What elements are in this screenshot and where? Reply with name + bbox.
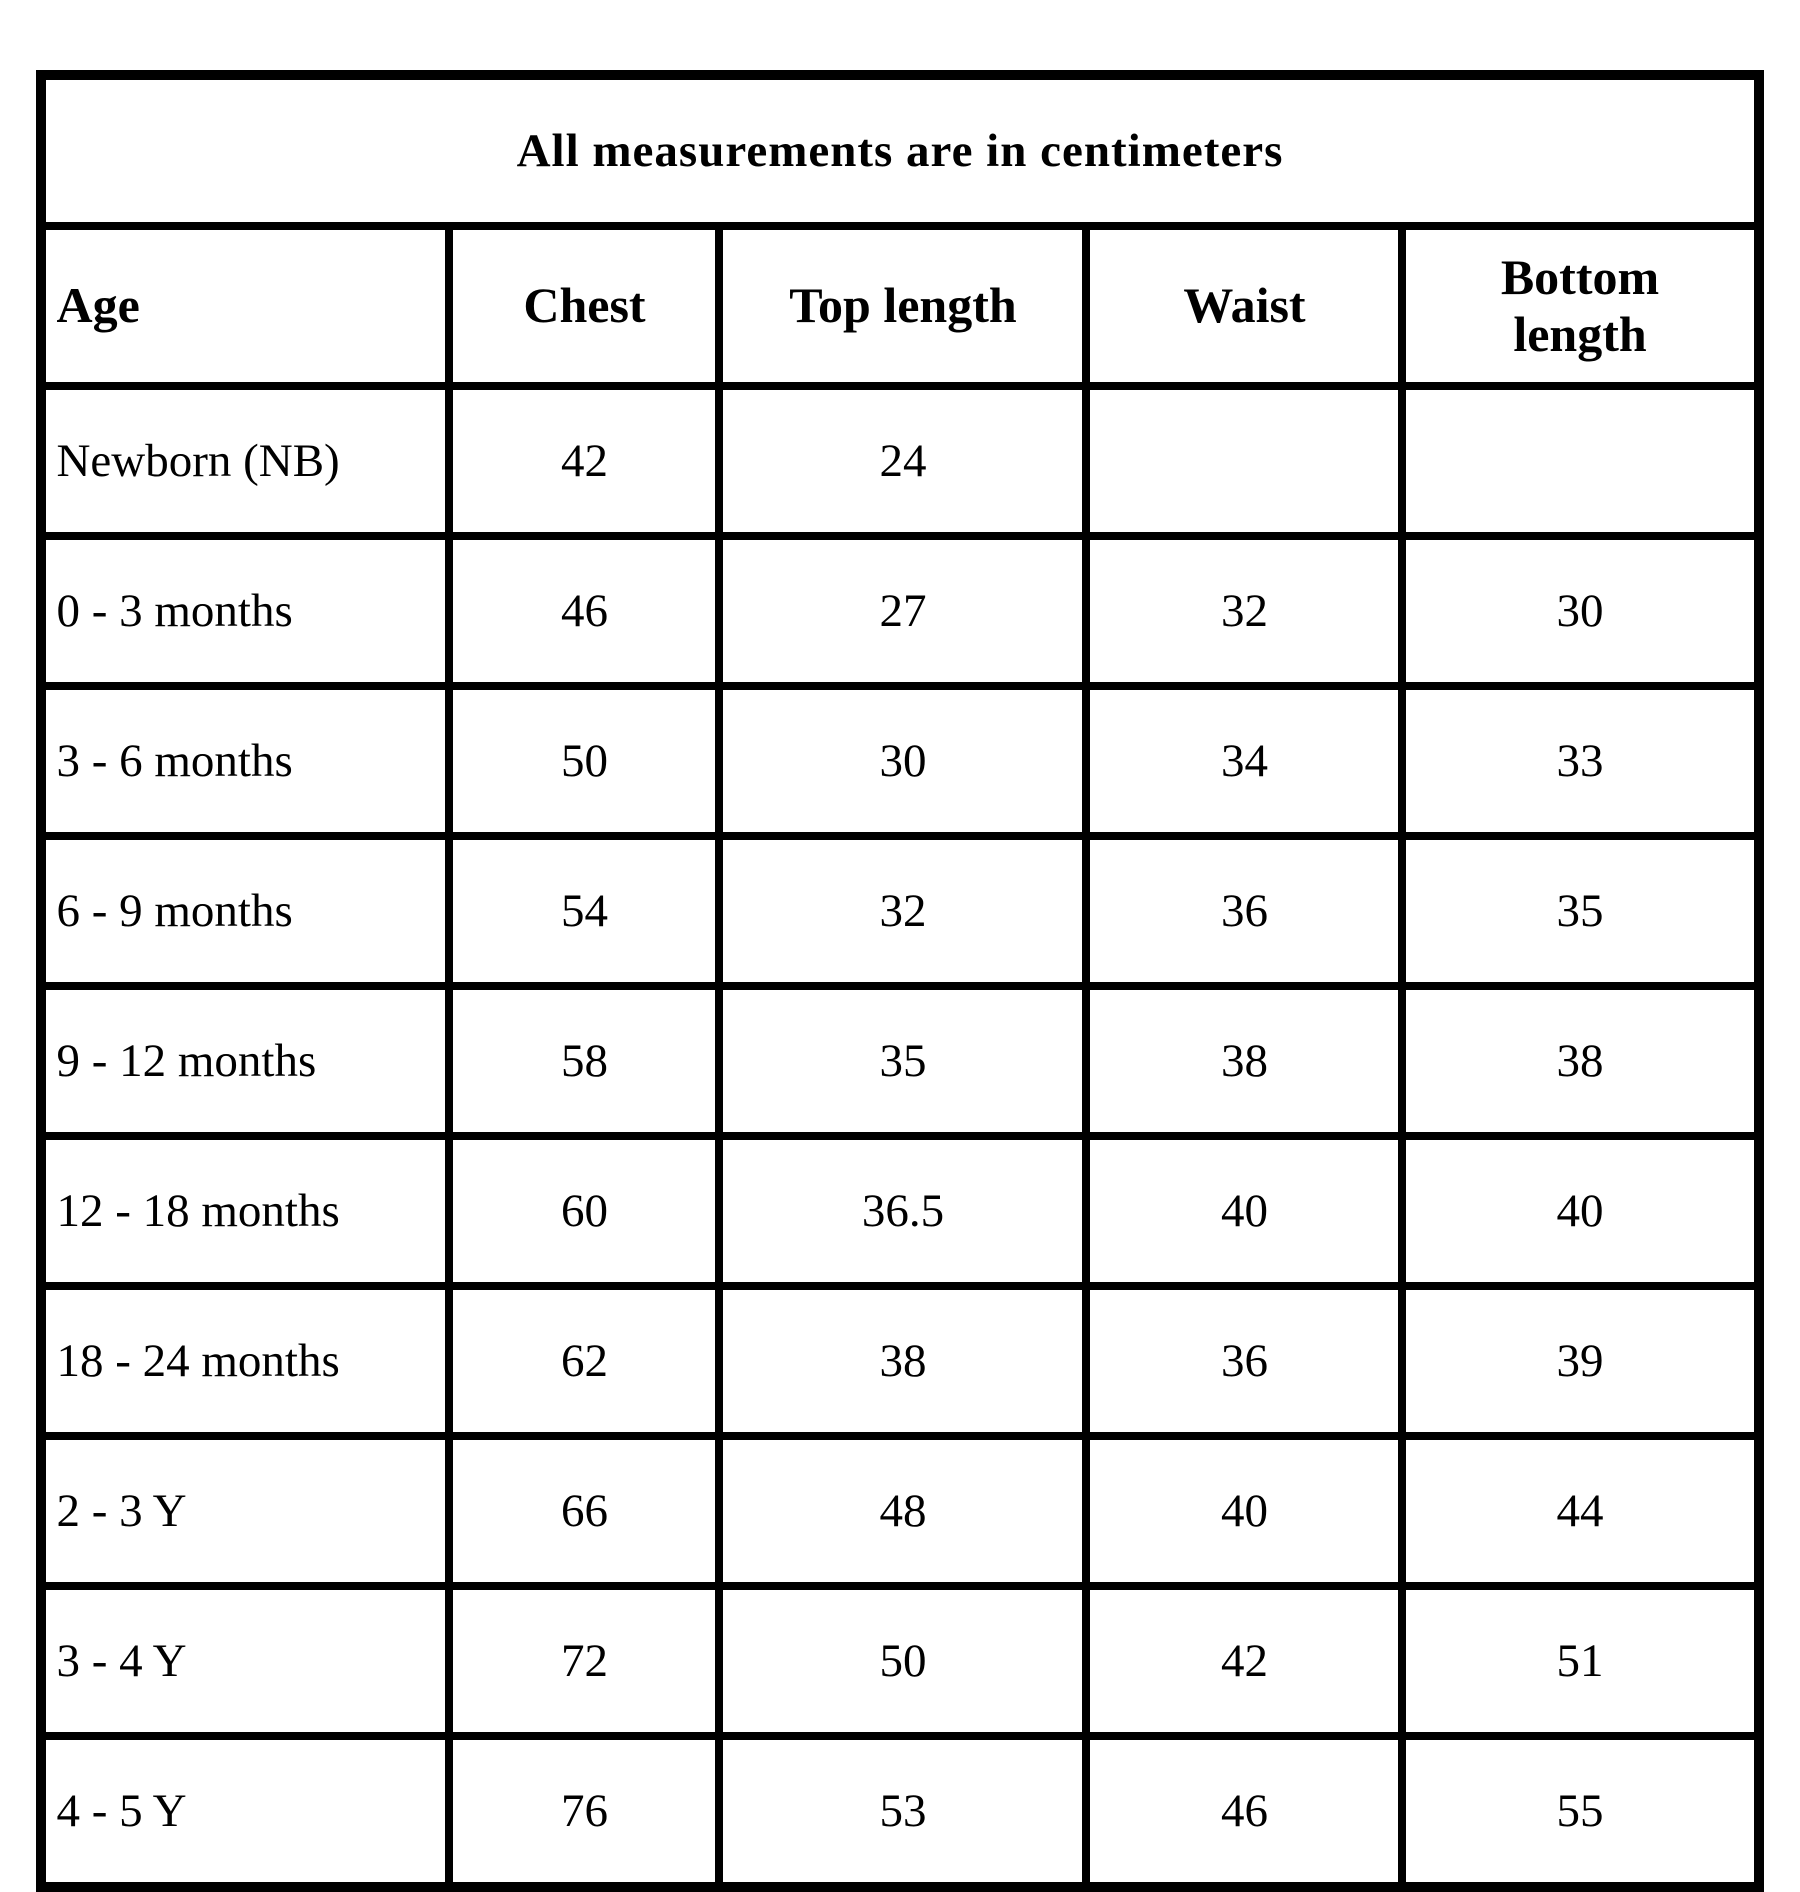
age-cell: 0 - 3 months bbox=[37, 532, 454, 690]
measurement-cell: 32 bbox=[1082, 532, 1407, 690]
measurement-cell bbox=[1082, 382, 1407, 540]
table-row: 3 - 4 Y 72 50 42 51 bbox=[37, 1582, 1763, 1740]
measurement-cell: 42 bbox=[445, 382, 724, 540]
measurement-cell: 55 bbox=[1398, 1732, 1763, 1891]
measurement-cell: 35 bbox=[715, 982, 1091, 1140]
measurement-cell: 33 bbox=[1398, 682, 1763, 840]
column-header-age: Age bbox=[37, 222, 454, 390]
measurement-cell: 34 bbox=[1082, 682, 1407, 840]
age-cell: 3 - 6 months bbox=[37, 682, 454, 840]
measurement-cell: 30 bbox=[715, 682, 1091, 840]
table-row: 18 - 24 months 62 38 36 39 bbox=[37, 1282, 1763, 1440]
measurement-cell: 76 bbox=[445, 1732, 724, 1891]
measurement-cell: 62 bbox=[445, 1282, 724, 1440]
age-cell: 2 - 3 Y bbox=[37, 1432, 454, 1590]
caption-row: All measurements are in centimeters bbox=[37, 71, 1763, 230]
measurement-cell: 50 bbox=[715, 1582, 1091, 1740]
table-row: 2 - 3 Y 66 48 40 44 bbox=[37, 1432, 1763, 1590]
measurement-cell: 36 bbox=[1082, 1282, 1407, 1440]
measurement-cell: 50 bbox=[445, 682, 724, 840]
column-header-top-length: Top length bbox=[715, 222, 1091, 390]
age-cell: 6 - 9 months bbox=[37, 832, 454, 990]
measurement-cell: 46 bbox=[445, 532, 724, 690]
age-cell: 3 - 4 Y bbox=[37, 1582, 454, 1740]
column-header-waist: Waist bbox=[1082, 222, 1407, 390]
age-cell: 18 - 24 months bbox=[37, 1282, 454, 1440]
age-cell: 12 - 18 months bbox=[37, 1132, 454, 1290]
table-row: Newborn (NB) 42 24 bbox=[37, 382, 1763, 540]
measurement-cell: 24 bbox=[715, 382, 1091, 540]
measurement-cell: 36 bbox=[1082, 832, 1407, 990]
measurement-cell: 51 bbox=[1398, 1582, 1763, 1740]
table-row: 12 - 18 months 60 36.5 40 40 bbox=[37, 1132, 1763, 1290]
age-cell: Newborn (NB) bbox=[37, 382, 454, 540]
measurement-cell: 53 bbox=[715, 1732, 1091, 1891]
measurement-cell: 30 bbox=[1398, 532, 1763, 690]
measurement-cell: 38 bbox=[1398, 982, 1763, 1140]
measurement-cell: 38 bbox=[715, 1282, 1091, 1440]
age-cell: 9 - 12 months bbox=[37, 982, 454, 1140]
measurement-cell: 54 bbox=[445, 832, 724, 990]
table-row: 9 - 12 months 58 35 38 38 bbox=[37, 982, 1763, 1140]
age-cell: 4 - 5 Y bbox=[37, 1732, 454, 1891]
column-header-bottom-length: Bottom length bbox=[1398, 222, 1763, 390]
measurement-cell: 40 bbox=[1082, 1432, 1407, 1590]
measurement-cell: 27 bbox=[715, 532, 1091, 690]
measurement-cell: 38 bbox=[1082, 982, 1407, 1140]
measurement-cell: 35 bbox=[1398, 832, 1763, 990]
table-row: 3 - 6 months 50 30 34 33 bbox=[37, 682, 1763, 840]
measurement-cell: 60 bbox=[445, 1132, 724, 1290]
size-chart-table: All measurements are in centimeters Age … bbox=[36, 70, 1764, 1892]
table-row: 0 - 3 months 46 27 32 30 bbox=[37, 532, 1763, 690]
measurement-cell: 40 bbox=[1398, 1132, 1763, 1290]
measurement-cell: 39 bbox=[1398, 1282, 1763, 1440]
table-row: 6 - 9 months 54 32 36 35 bbox=[37, 832, 1763, 990]
table-caption: All measurements are in centimeters bbox=[37, 71, 1763, 230]
header-row: Age Chest Top length Waist Bottom length bbox=[37, 222, 1763, 390]
table-row: 4 - 5 Y 76 53 46 55 bbox=[37, 1732, 1763, 1891]
size-table-body: Newborn (NB) 42 24 0 - 3 months 46 27 32 30 3 - … bbox=[37, 382, 1763, 1891]
measurement-cell: 40 bbox=[1082, 1132, 1407, 1290]
measurement-cell: 72 bbox=[445, 1582, 724, 1740]
measurement-cell: 48 bbox=[715, 1432, 1091, 1590]
measurement-cell: 66 bbox=[445, 1432, 724, 1590]
measurement-cell: 36.5 bbox=[715, 1132, 1091, 1290]
measurement-cell: 42 bbox=[1082, 1582, 1407, 1740]
measurement-cell: 32 bbox=[715, 832, 1091, 990]
measurement-cell: 44 bbox=[1398, 1432, 1763, 1590]
measurement-cell: 58 bbox=[445, 982, 724, 1140]
column-header-chest: Chest bbox=[445, 222, 724, 390]
measurement-cell: 46 bbox=[1082, 1732, 1407, 1891]
measurement-cell bbox=[1398, 382, 1763, 540]
